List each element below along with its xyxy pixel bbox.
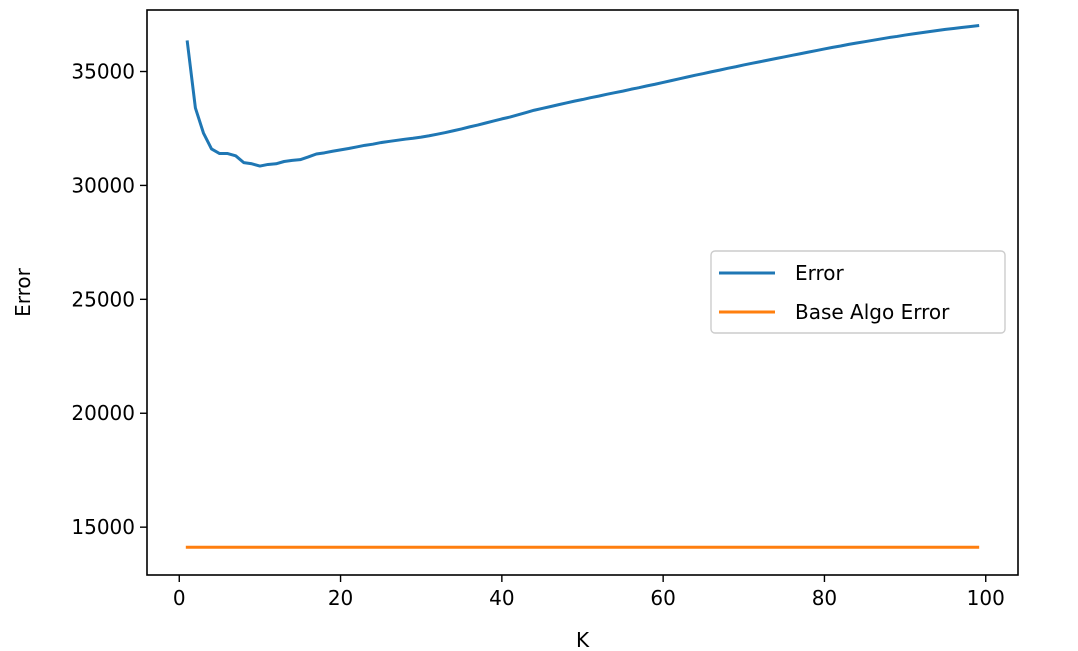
legend-box (710, 250, 1006, 334)
legend: Error Base Algo Error (710, 250, 1006, 334)
y-tick-label: 20000 (71, 401, 135, 425)
legend-entry: Error (795, 261, 845, 285)
plot-frame (146, 9, 1019, 576)
y-tick-label: 25000 (71, 287, 135, 311)
x-tick-label: 80 (812, 586, 837, 610)
series-line-error (185, 24, 980, 168)
x-axis: 0 20 40 60 80 100 (173, 575, 1005, 610)
y-tick-label: 15000 (71, 515, 135, 539)
x-axis-label: K (576, 628, 590, 651)
y-axis: 15000 20000 25000 30000 35000 (71, 60, 147, 539)
y-tick-label: 30000 (71, 173, 135, 197)
x-tick-label: 60 (650, 586, 675, 610)
x-tick-label: 100 (967, 586, 1005, 610)
x-tick-label: 0 (173, 586, 186, 610)
plot-area (185, 24, 980, 549)
legend-entry: Base Algo Error (795, 300, 950, 324)
x-tick-label: 20 (328, 586, 353, 610)
y-axis-label: Error (11, 267, 35, 317)
x-tick-label: 40 (489, 586, 514, 610)
y-tick-label: 35000 (71, 60, 135, 84)
